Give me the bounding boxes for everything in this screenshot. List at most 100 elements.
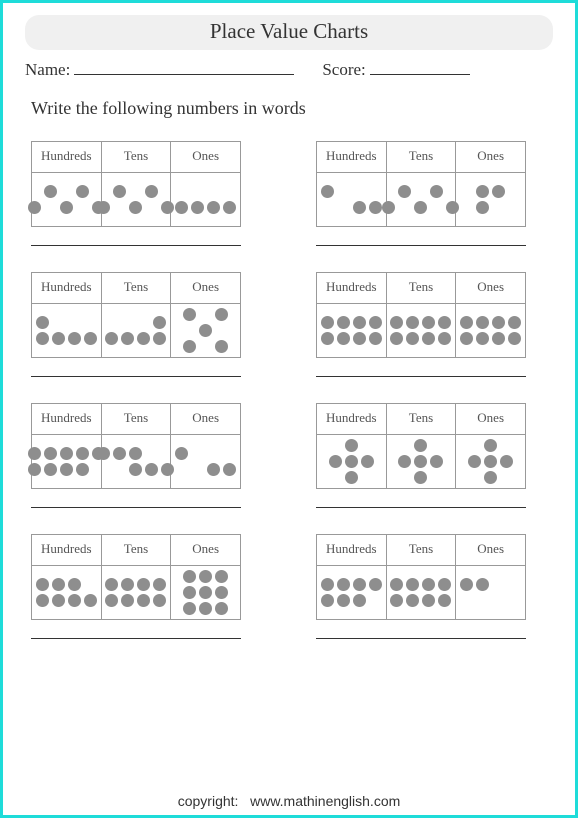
dots-tens bbox=[101, 566, 171, 620]
dot-icon bbox=[68, 578, 81, 591]
dot-icon bbox=[414, 471, 427, 484]
dot-icon bbox=[129, 463, 142, 476]
dot-icon bbox=[183, 570, 196, 583]
dot-icon bbox=[175, 201, 188, 214]
dot-icon bbox=[44, 447, 57, 460]
dot-icon bbox=[183, 308, 196, 321]
answer-blank[interactable] bbox=[316, 638, 526, 639]
dot-icon bbox=[153, 316, 166, 329]
dot-spacer bbox=[460, 185, 473, 198]
dot-icon bbox=[337, 578, 350, 591]
dots-tens bbox=[101, 304, 171, 358]
answer-blank[interactable] bbox=[31, 507, 241, 508]
dot-spacer bbox=[329, 471, 342, 484]
dot-icon bbox=[337, 332, 350, 345]
dot-spacer bbox=[175, 463, 188, 476]
header-ones: Ones bbox=[456, 535, 526, 566]
answer-blank[interactable] bbox=[316, 376, 526, 377]
dot-icon bbox=[422, 594, 435, 607]
dot-icon bbox=[207, 201, 220, 214]
dot-icon bbox=[329, 455, 342, 468]
dot-spacer bbox=[76, 201, 89, 214]
dot-spacer bbox=[492, 594, 505, 607]
answer-blank[interactable] bbox=[316, 507, 526, 508]
header-tens: Tens bbox=[386, 142, 456, 173]
dot-icon bbox=[183, 586, 196, 599]
dot-icon bbox=[422, 578, 435, 591]
place-value-chart: HundredsTensOnes bbox=[31, 272, 241, 358]
place-value-chart: HundredsTensOnes bbox=[31, 141, 241, 227]
dot-icon bbox=[199, 602, 212, 615]
dot-icon bbox=[175, 447, 188, 460]
header-hundreds: Hundreds bbox=[32, 273, 102, 304]
dot-icon bbox=[406, 594, 419, 607]
answer-blank[interactable] bbox=[31, 638, 241, 639]
header-hundreds: Hundreds bbox=[317, 273, 387, 304]
answer-blank[interactable] bbox=[31, 376, 241, 377]
dot-icon bbox=[353, 594, 366, 607]
header-ones: Ones bbox=[171, 404, 241, 435]
problems-grid: HundredsTensOnesHundredsTensOnesHundreds… bbox=[25, 141, 553, 651]
score-blank[interactable] bbox=[370, 74, 470, 75]
dot-spacer bbox=[398, 471, 411, 484]
title-container: Place Value Charts bbox=[25, 15, 553, 50]
dot-spacer bbox=[361, 471, 374, 484]
dot-icon bbox=[36, 316, 49, 329]
dot-icon bbox=[508, 316, 521, 329]
dot-icon bbox=[207, 463, 220, 476]
dots-hundreds bbox=[32, 173, 102, 227]
dots-ones bbox=[456, 173, 526, 227]
problem-3: HundredsTensOnes bbox=[31, 272, 262, 389]
dot-icon bbox=[121, 578, 134, 591]
dot-spacer bbox=[382, 185, 395, 198]
dot-icon bbox=[492, 185, 505, 198]
dot-spacer bbox=[105, 316, 118, 329]
dots-hundreds bbox=[317, 173, 387, 227]
answer-blank[interactable] bbox=[31, 245, 241, 246]
answer-blank[interactable] bbox=[316, 245, 526, 246]
problem-5: HundredsTensOnes bbox=[31, 403, 262, 520]
dot-icon bbox=[28, 447, 41, 460]
dots-ones bbox=[171, 304, 241, 358]
dot-spacer bbox=[129, 185, 142, 198]
dot-spacer bbox=[369, 594, 382, 607]
name-label: Name: bbox=[25, 60, 70, 80]
dot-spacer bbox=[476, 594, 489, 607]
header-ones: Ones bbox=[171, 142, 241, 173]
header-ones: Ones bbox=[456, 404, 526, 435]
dot-icon bbox=[438, 594, 451, 607]
problem-8: HundredsTensOnes bbox=[316, 534, 547, 651]
dot-icon bbox=[492, 332, 505, 345]
dot-icon bbox=[398, 185, 411, 198]
dot-icon bbox=[492, 316, 505, 329]
dot-icon bbox=[321, 316, 334, 329]
place-value-chart: HundredsTensOnes bbox=[316, 272, 526, 358]
dot-icon bbox=[199, 586, 212, 599]
score-label: Score: bbox=[322, 60, 365, 80]
place-value-chart: HundredsTensOnes bbox=[316, 141, 526, 227]
dot-spacer bbox=[492, 578, 505, 591]
dot-spacer bbox=[337, 185, 350, 198]
dots-hundreds bbox=[317, 566, 387, 620]
dot-icon bbox=[500, 455, 513, 468]
dot-spacer bbox=[191, 185, 204, 198]
problem-1: HundredsTensOnes bbox=[31, 141, 262, 258]
dot-icon bbox=[337, 316, 350, 329]
dot-spacer bbox=[508, 201, 521, 214]
dot-icon bbox=[84, 332, 97, 345]
dot-icon bbox=[422, 316, 435, 329]
header-ones: Ones bbox=[456, 142, 526, 173]
dot-icon bbox=[460, 316, 473, 329]
place-value-chart: HundredsTensOnes bbox=[316, 403, 526, 489]
dot-icon bbox=[353, 332, 366, 345]
dot-icon bbox=[199, 570, 212, 583]
dot-icon bbox=[223, 463, 236, 476]
dot-spacer bbox=[468, 439, 481, 452]
dot-icon bbox=[137, 578, 150, 591]
dot-spacer bbox=[199, 340, 212, 353]
name-blank[interactable] bbox=[74, 74, 294, 75]
dot-icon bbox=[60, 447, 73, 460]
footer: copyright: www.mathinenglish.com bbox=[3, 793, 575, 809]
dot-icon bbox=[422, 332, 435, 345]
dot-icon bbox=[438, 316, 451, 329]
